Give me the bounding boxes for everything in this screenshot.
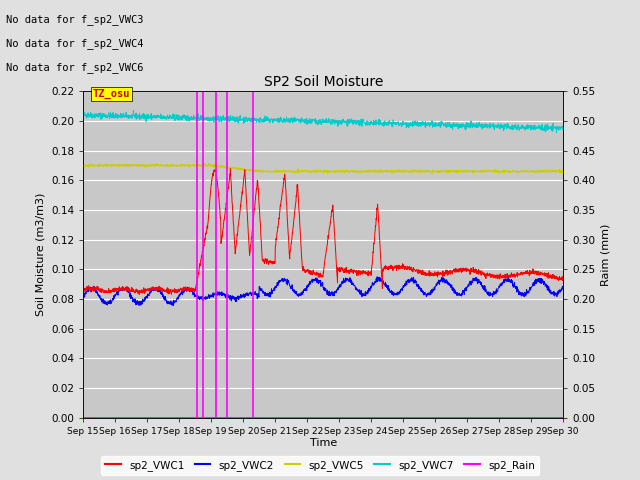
Y-axis label: Raim (mm): Raim (mm) (601, 223, 611, 286)
Text: No data for f_sp2_VWC6: No data for f_sp2_VWC6 (6, 62, 144, 73)
Text: TZ_osu: TZ_osu (93, 89, 131, 99)
Text: No data for f_sp2_VWC4: No data for f_sp2_VWC4 (6, 38, 144, 49)
Text: No data for f_sp2_VWC3: No data for f_sp2_VWC3 (6, 14, 144, 25)
Title: SP2 Soil Moisture: SP2 Soil Moisture (264, 75, 383, 89)
X-axis label: Time: Time (310, 438, 337, 448)
Legend: sp2_VWC1, sp2_VWC2, sp2_VWC5, sp2_VWC7, sp2_Rain: sp2_VWC1, sp2_VWC2, sp2_VWC5, sp2_VWC7, … (101, 456, 539, 475)
Y-axis label: Soil Moisture (m3/m3): Soil Moisture (m3/m3) (35, 192, 45, 316)
